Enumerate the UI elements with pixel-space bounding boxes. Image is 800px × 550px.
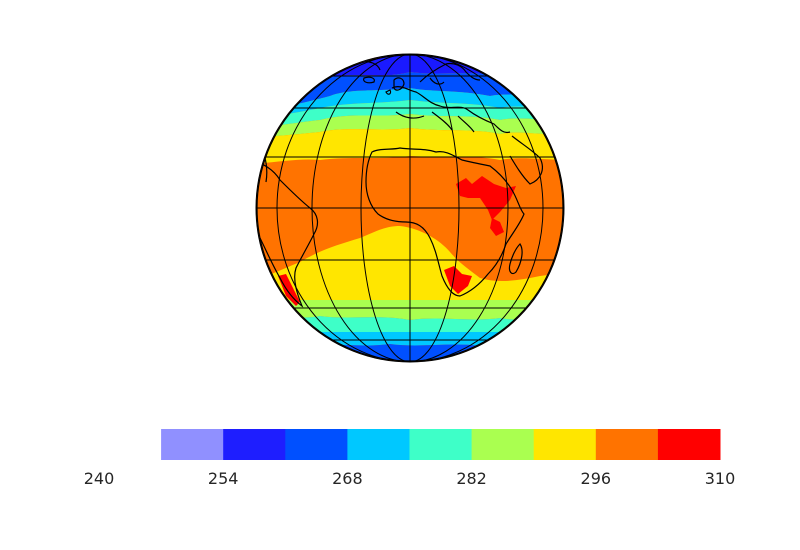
colorbar-tick-labels: 240 254 268 282 296 310 — [84, 469, 736, 488]
colorbar-tick-label: 282 — [456, 469, 487, 488]
colorbar-bin-7 — [595, 429, 659, 460]
temperature-field — [257, 55, 563, 361]
coast-iceland — [363, 76, 375, 84]
colorbar-bin-1 — [223, 429, 286, 460]
coast-south-america — [257, 159, 319, 308]
coast-scandinavia — [419, 62, 481, 85]
colorbar — [161, 429, 721, 460]
coast-british-isles — [385, 77, 405, 95]
hotspot-horn — [490, 218, 504, 236]
colorbar-bin-0 — [161, 429, 224, 460]
colorbar-bin-8 — [657, 429, 721, 460]
coast-madagascar — [508, 243, 523, 275]
coast-africa — [365, 147, 525, 297]
colorbar-bin-3 — [347, 429, 410, 460]
hotspot-south-america — [278, 274, 300, 306]
hotspot-east-africa — [456, 176, 516, 220]
colorbar-tick-label: 254 — [208, 469, 239, 488]
graticule — [257, 55, 563, 361]
colorbar-bin-5 — [471, 429, 535, 460]
globe-map — [255, 53, 565, 363]
colorbar-bin-4 — [409, 429, 473, 460]
colorbar-tick-label: 240 — [84, 469, 115, 488]
coast-arabia — [509, 135, 543, 185]
colorbar-tick-label: 268 — [332, 469, 363, 488]
hotspot-south-africa — [444, 266, 472, 294]
colorbar-bin-2 — [285, 429, 348, 460]
globe-rim — [256, 54, 564, 362]
coast-europe — [391, 86, 511, 134]
band-subpolar — [257, 72, 563, 112]
colorbar-tick-label: 296 — [581, 469, 612, 488]
colorbar-tick-label: 310 — [705, 469, 736, 488]
colorbar-bin-6 — [533, 429, 597, 460]
